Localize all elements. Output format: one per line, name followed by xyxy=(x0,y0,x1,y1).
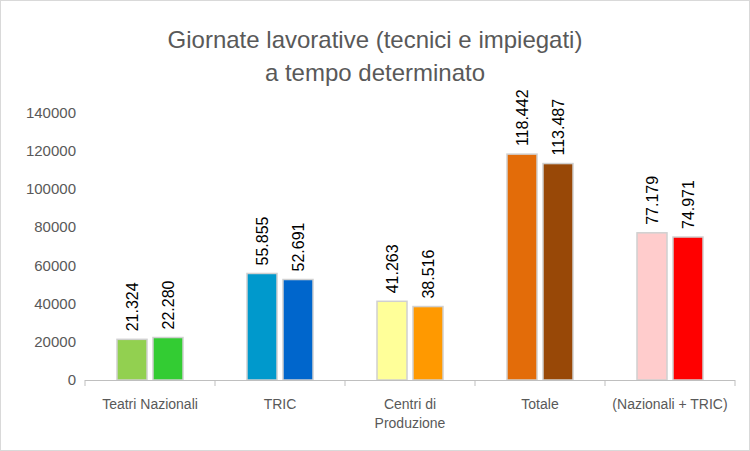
bar xyxy=(283,280,313,380)
title: Giornate lavorative (tecnici e impiegati… xyxy=(168,26,583,86)
data-label: 22.280 xyxy=(160,280,177,329)
x-tick xyxy=(215,380,216,386)
y-tick-label: 100000 xyxy=(26,180,76,197)
bar xyxy=(153,338,183,380)
data-label: 21.324 xyxy=(124,282,141,331)
bar xyxy=(507,154,537,380)
y-tick-label: 20000 xyxy=(34,333,76,350)
bar xyxy=(637,233,667,380)
x-tick-label: Teatri Nazionali xyxy=(102,396,198,412)
data-label: 113.487 xyxy=(550,99,567,156)
y-tick-label: 140000 xyxy=(26,104,76,121)
y-tick-label: 60000 xyxy=(34,257,76,274)
x-tick xyxy=(345,380,346,386)
y-tick-label: 40000 xyxy=(34,295,76,312)
bar xyxy=(413,307,443,380)
y-tick-label: 120000 xyxy=(26,142,76,159)
y-tick-label: 0 xyxy=(68,371,76,388)
x-tick xyxy=(605,380,606,386)
data-label: 41.263 xyxy=(384,244,401,293)
x-tick xyxy=(85,380,86,386)
x-tick-label: TRIC xyxy=(264,396,297,412)
x-tick-label: Totale xyxy=(521,396,559,412)
chart: Giornate lavorative (tecnici e impiegati… xyxy=(0,0,750,451)
bar xyxy=(543,164,573,380)
x-tick-label: Centri diProduzione xyxy=(375,396,446,431)
bars xyxy=(117,154,703,380)
data-label: 38.516 xyxy=(420,250,437,299)
data-label: 55.855 xyxy=(254,216,271,265)
x-axis xyxy=(85,380,735,381)
data-label: 52.691 xyxy=(290,222,307,271)
chart-border xyxy=(1,1,750,451)
data-label: 74.971 xyxy=(680,180,697,229)
bar xyxy=(117,339,147,380)
data-label: 118.442 xyxy=(514,89,531,146)
bar xyxy=(673,237,703,380)
bar xyxy=(247,273,277,380)
x-tick xyxy=(735,380,736,386)
data-label: 77.179 xyxy=(644,176,661,225)
bar xyxy=(377,301,407,380)
x-tick-label: (Nazionali + TRIC) xyxy=(612,396,727,412)
x-tick xyxy=(475,380,476,386)
y-tick-label: 80000 xyxy=(34,218,76,235)
